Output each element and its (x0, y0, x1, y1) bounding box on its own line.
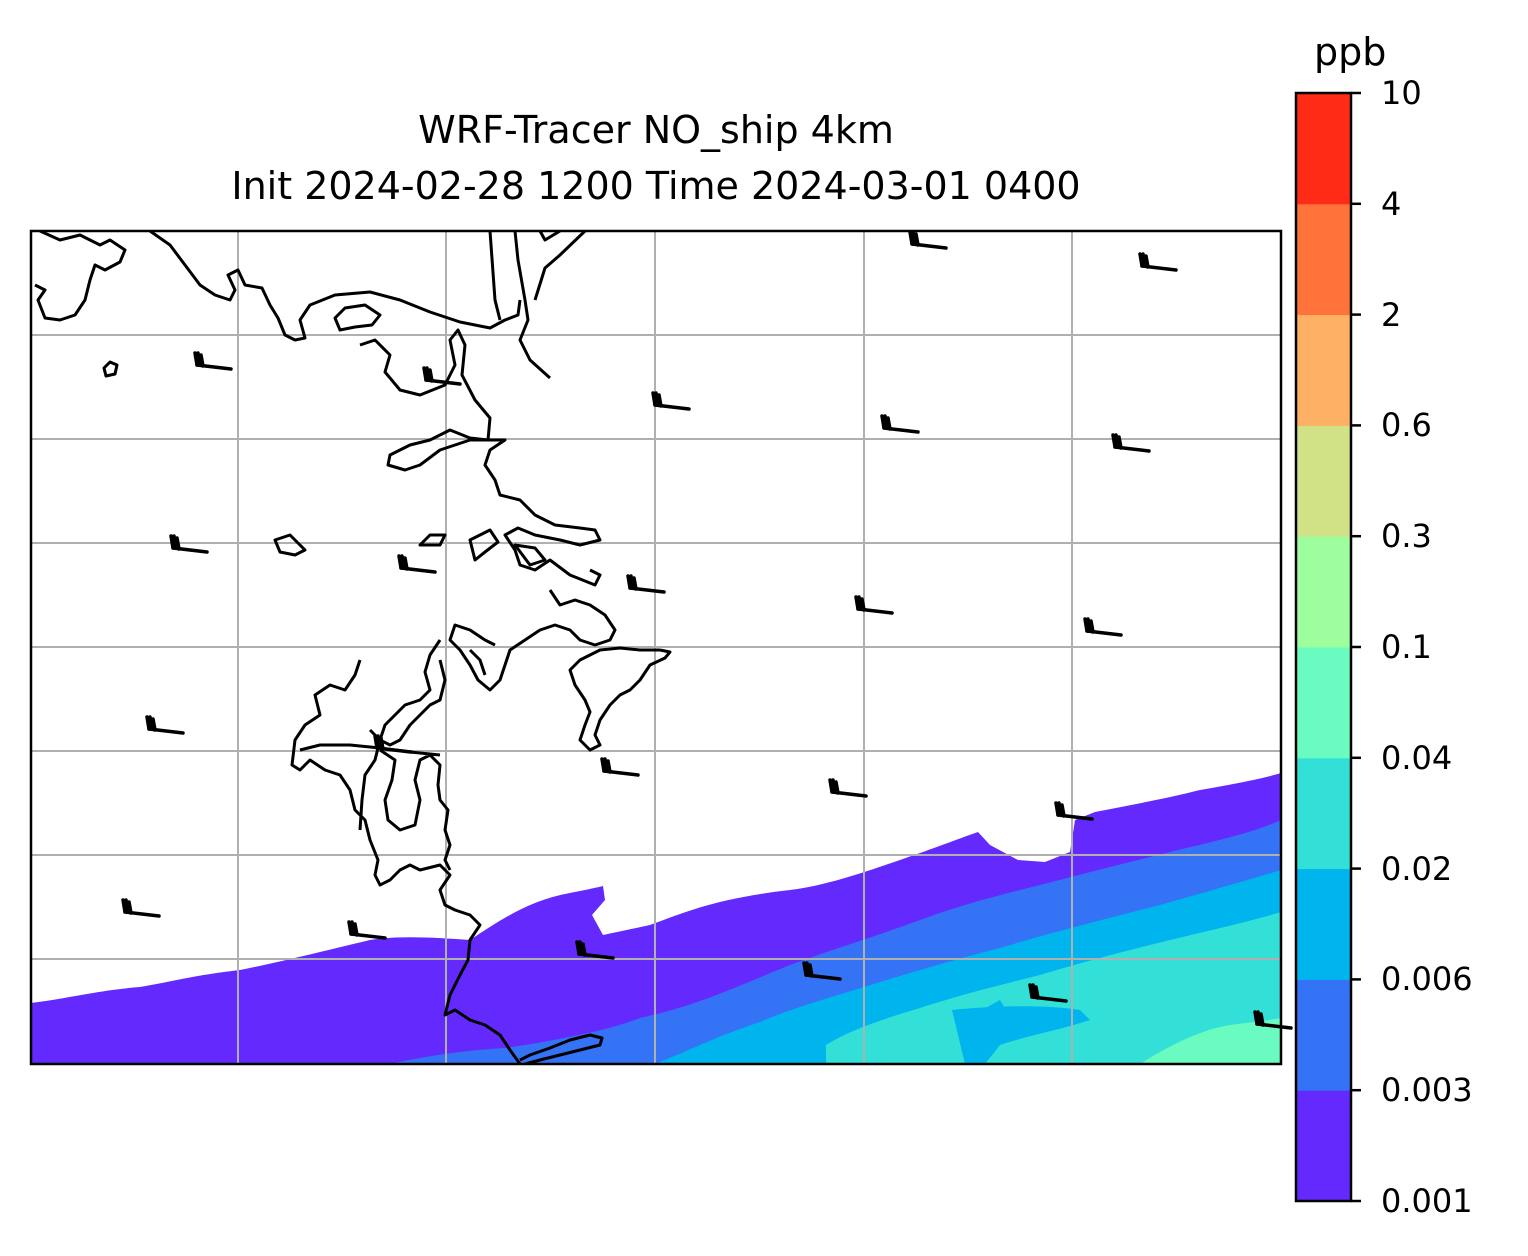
wind-barb-icon (626, 574, 666, 594)
coastline-delta (378, 639, 672, 752)
colorbar-tick-label: 2 (1381, 295, 1402, 334)
colorbar-segment (1296, 425, 1351, 537)
wind-barb-icon (1253, 1010, 1293, 1030)
fill-band-0.006-inlet (952, 1006, 1090, 1064)
coastlines (34, 231, 672, 1064)
wind-barb-icon (422, 366, 462, 386)
wind-barb-icon (1054, 801, 1094, 821)
coastline-northwest (34, 231, 127, 322)
coastline-south-bay (519, 1033, 604, 1064)
coastline-small-island (102, 360, 119, 378)
wind-barb-icon (1111, 433, 1151, 453)
colorbar-segment (1296, 93, 1351, 205)
wind-barb-icon (373, 734, 413, 754)
colorbar-segment (1296, 868, 1351, 980)
colorbar-segment (1296, 979, 1351, 1091)
coastline-mid-islands (273, 528, 547, 567)
coastline-north-shore (149, 231, 522, 342)
colorbar (1296, 93, 1351, 1202)
fill-band-0.006-spot (982, 1000, 1007, 1020)
wind-barb-icon (651, 391, 691, 411)
coastline-central-peninsula (448, 589, 617, 692)
coastline-inlet-channel (488, 231, 587, 380)
colorbar-tick-label: 0.006 (1381, 960, 1473, 999)
map-title-line2: Init 2024-02-28 1200 Time 2024-03-01 040… (231, 164, 1081, 208)
wind-barb-icon (908, 230, 948, 250)
wind-barb-icon (802, 961, 842, 981)
colorbar-tick-label: 0.1 (1381, 628, 1432, 666)
colorbar-tick-label: 10 (1381, 74, 1422, 112)
colorbar-tick-label: 0.003 (1381, 1071, 1473, 1110)
wind-barb-icon (397, 554, 437, 574)
colorbar-tick-label: 0.02 (1381, 849, 1453, 888)
colorbar-segment (1296, 203, 1351, 316)
colorbar-tick-label: 4 (1381, 184, 1402, 223)
wind-barb-icon (145, 715, 185, 735)
coastline-main-river (359, 328, 602, 587)
colorbar-tick-label: 0.001 (1381, 1182, 1473, 1220)
wind-barb-icon (854, 595, 894, 615)
wind-barb-icon (169, 534, 209, 554)
colorbar-segment (1296, 314, 1351, 426)
concentration-fills (31, 773, 1281, 1064)
wind-barb-icon (1028, 983, 1068, 1003)
wind-barb-icon (1138, 252, 1178, 272)
wind-barb-icon (1083, 617, 1123, 637)
colorbar-segment (1296, 757, 1351, 870)
wind-barb-icon (121, 898, 161, 918)
wind-barb-icon (347, 920, 387, 940)
colorbar-tick-label: 0.04 (1381, 738, 1453, 777)
colorbar-tick-label: 0.3 (1381, 517, 1432, 556)
fill-band-0.02 (826, 912, 1281, 1064)
fill-band-0.1 (1140, 1018, 1281, 1064)
wind-barb-icon (575, 940, 615, 960)
coastline-western-shore (290, 659, 522, 1064)
wind-barb-icon (193, 351, 233, 371)
coastline-north-bay (333, 303, 382, 332)
gridlines (31, 231, 1281, 1064)
colorbar-segment (1296, 1090, 1351, 1202)
wind-barb-icon (600, 757, 640, 777)
colorbar-segment (1296, 647, 1351, 759)
colorbar-segment (1296, 536, 1351, 648)
wind-barb-icon (880, 414, 920, 434)
colorbar-tick-label: 0.6 (1381, 406, 1432, 445)
wind-barb-icon (828, 778, 868, 798)
colorbar-unit-label: ppb (1314, 30, 1387, 74)
map-title-line1: WRF-Tracer NO_ship 4km (418, 108, 894, 152)
map-frame (29, 229, 1283, 1066)
